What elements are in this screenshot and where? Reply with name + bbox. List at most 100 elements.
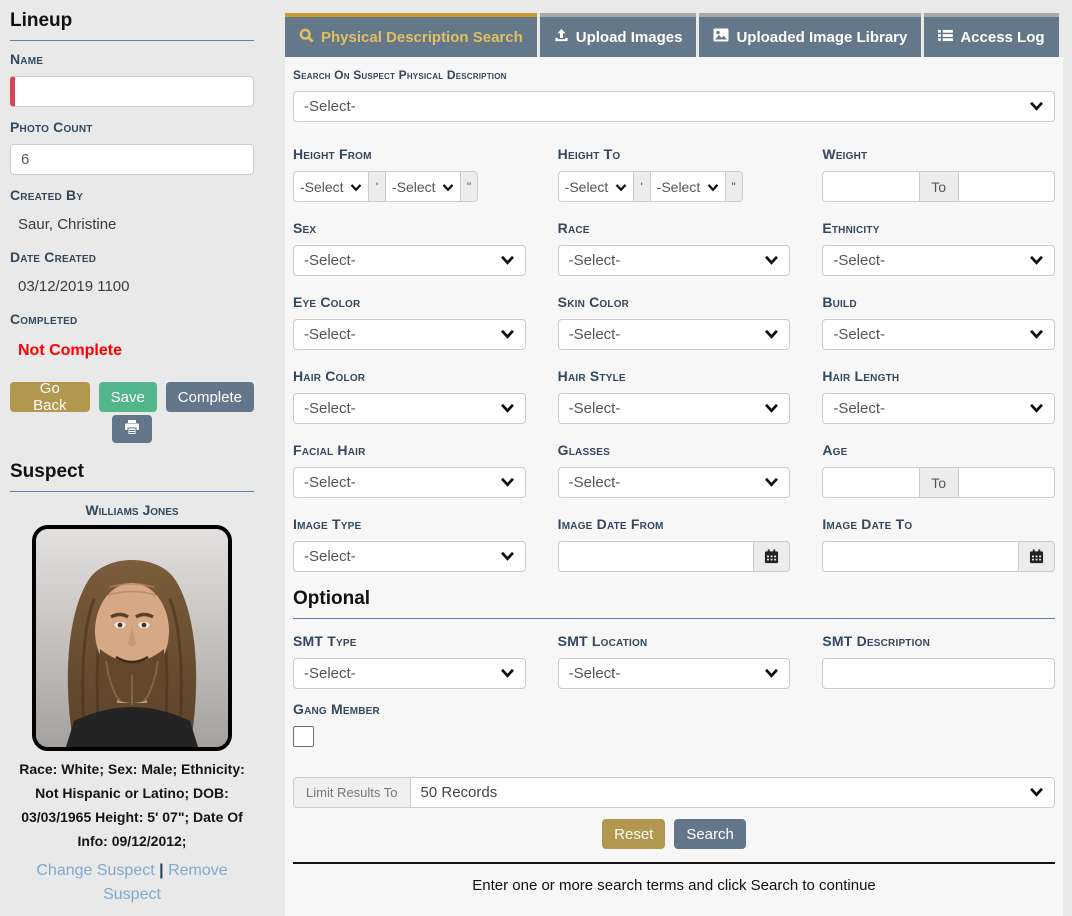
description-select[interactable]: -Select- xyxy=(293,91,1055,122)
glasses-select[interactable]: -Select- xyxy=(557,467,791,498)
chevron-down-icon xyxy=(350,179,362,195)
tab-physical-description-search[interactable]: Physical Description Search xyxy=(285,13,537,57)
image-type-label: Image Type xyxy=(293,516,362,532)
hair-style-label: Hair Style xyxy=(557,368,626,384)
ethnicity-label: Ethnicity xyxy=(822,220,880,236)
chevron-down-icon xyxy=(1029,400,1044,417)
chevron-down-icon xyxy=(500,665,515,682)
chevron-down-icon xyxy=(764,252,779,269)
height-to-feet-select[interactable]: -Select- xyxy=(557,171,634,202)
search-button[interactable]: Search xyxy=(674,819,746,849)
image-date-from-field: Image Date From xyxy=(557,510,791,572)
tab-upload-images[interactable]: Upload Images xyxy=(539,13,697,57)
inch-unit-addon: " xyxy=(460,171,478,202)
build-select[interactable]: -Select- xyxy=(822,319,1055,350)
chevron-down-icon xyxy=(1029,326,1044,343)
limit-results-select[interactable]: 50 Records xyxy=(409,777,1055,808)
race-field: Race -Select- xyxy=(557,214,791,276)
created-by-value: Saur, Christine xyxy=(18,216,117,233)
height-to-inches-select[interactable]: -Select- xyxy=(649,171,726,202)
image-date-from-input[interactable] xyxy=(557,541,755,572)
footer-divider xyxy=(293,862,1055,864)
tab-label: Uploaded Image Library xyxy=(736,28,908,46)
lineup-actions: Go Back Save Complete xyxy=(10,380,254,414)
chevron-down-icon xyxy=(707,179,719,195)
smt-type-label: SMT Type xyxy=(293,633,357,649)
weight-label: Weight xyxy=(822,146,868,162)
gang-member-checkbox[interactable] xyxy=(293,726,314,747)
tab-bar: Physical Description Search Upload Image… xyxy=(285,13,1063,57)
tab-access-log[interactable]: Access Log xyxy=(924,13,1059,57)
tab-uploaded-image-library[interactable]: Uploaded Image Library xyxy=(699,13,922,57)
weight-from-input[interactable] xyxy=(822,171,920,202)
ethnicity-field: Ethnicity -Select- xyxy=(822,214,1055,276)
height-to-field: Height To -Select- ' -Select- " xyxy=(557,140,791,202)
smt-location-label: SMT Location xyxy=(557,633,648,649)
ethnicity-select[interactable]: -Select- xyxy=(822,245,1055,276)
weight-to-input[interactable] xyxy=(957,171,1056,202)
image-date-to-label: Image Date To xyxy=(822,516,913,532)
image-date-to-input[interactable] xyxy=(822,541,1019,572)
chevron-down-icon xyxy=(500,474,515,491)
reset-button[interactable]: Reset xyxy=(602,819,666,849)
tab-label: Upload Images xyxy=(575,28,683,46)
chevron-down-icon xyxy=(500,252,515,269)
photo-count-input[interactable] xyxy=(10,144,254,175)
chevron-down-icon xyxy=(764,665,779,682)
go-back-button[interactable]: Go Back xyxy=(10,380,90,414)
lineup-sidebar: Lineup Name Photo Count Created By Saur,… xyxy=(10,10,254,907)
height-from-feet-select[interactable]: -Select- xyxy=(293,171,369,202)
height-from-inches-select[interactable]: -Select- xyxy=(385,171,461,202)
link-separator: | xyxy=(159,862,164,880)
print-button[interactable] xyxy=(112,415,152,443)
name-input[interactable] xyxy=(10,76,254,107)
hair-color-select[interactable]: -Select- xyxy=(293,393,526,424)
chevron-down-icon xyxy=(500,548,515,565)
suspect-portrait-image xyxy=(36,529,228,747)
calendar-icon[interactable] xyxy=(1018,541,1055,572)
race-select[interactable]: -Select- xyxy=(557,245,791,276)
weight-field: Weight To xyxy=(822,140,1056,202)
skin-color-field: Skin Color -Select- xyxy=(557,288,791,350)
suspect-links: Change Suspect | Remove Suspect xyxy=(10,859,254,907)
smt-location-select[interactable]: -Select- xyxy=(557,658,791,689)
change-suspect-link[interactable]: Change Suspect xyxy=(36,862,155,880)
optional-title: Optional xyxy=(293,588,1055,619)
feet-unit-addon: ' xyxy=(632,171,651,202)
save-button[interactable]: Save xyxy=(98,382,157,412)
search-icon xyxy=(299,28,314,47)
image-date-to-field: Image Date To xyxy=(822,510,1055,572)
chevron-down-icon xyxy=(500,326,515,343)
gang-member-label: Gang Member xyxy=(293,701,380,717)
age-from-input[interactable] xyxy=(822,467,920,498)
build-label: Build xyxy=(822,294,857,310)
height-from-label: Height From xyxy=(293,146,372,162)
completed-label: Completed xyxy=(10,311,78,327)
date-created-label: Date Created xyxy=(10,249,97,265)
build-field: Build -Select- xyxy=(822,288,1055,350)
chevron-down-icon xyxy=(500,400,515,417)
smt-type-select[interactable]: -Select- xyxy=(293,658,526,689)
smt-description-input[interactable] xyxy=(822,658,1055,689)
image-type-select[interactable]: -Select- xyxy=(293,541,526,572)
sex-select[interactable]: -Select- xyxy=(293,245,526,276)
eye-color-select[interactable]: -Select- xyxy=(293,319,526,350)
printer-icon xyxy=(124,419,140,439)
skin-color-select[interactable]: -Select- xyxy=(557,319,791,350)
age-label: Age xyxy=(822,442,848,458)
age-to-input[interactable] xyxy=(957,467,1056,498)
created-by-label: Created By xyxy=(10,187,84,203)
hair-style-field: Hair Style -Select- xyxy=(557,362,791,424)
calendar-icon[interactable] xyxy=(753,541,791,572)
main-area: Physical Description Search Upload Image… xyxy=(285,0,1063,916)
facial-hair-select[interactable]: -Select- xyxy=(293,467,526,498)
facial-hair-label: Facial Hair xyxy=(293,442,366,458)
hair-style-select[interactable]: -Select- xyxy=(557,393,791,424)
facial-hair-field: Facial Hair -Select- xyxy=(293,436,526,498)
hair-length-select[interactable]: -Select- xyxy=(822,393,1055,424)
chevron-down-icon xyxy=(1029,784,1044,801)
footer-message: Enter one or more search terms and click… xyxy=(472,877,876,894)
upload-icon xyxy=(554,28,569,47)
complete-button[interactable]: Complete xyxy=(165,382,254,412)
hair-length-label: Hair Length xyxy=(822,368,900,384)
